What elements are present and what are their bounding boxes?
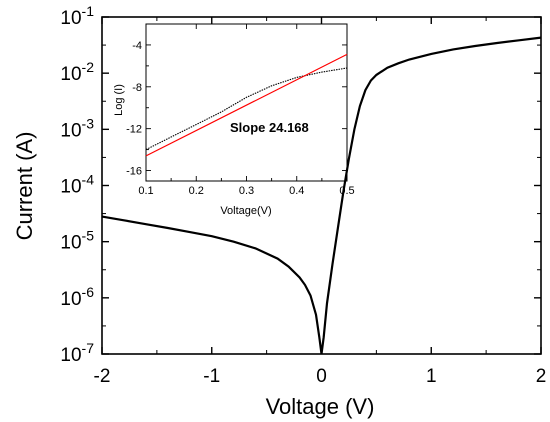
inset-y-tick-label: -8 <box>132 82 142 94</box>
inset-slope-annotation: Slope 24.168 <box>230 120 309 135</box>
main-y-ticks: 10-7 10-6 10-5 10-4 10-3 10-2 10-1 <box>60 3 541 366</box>
main-y-axis-label: Current (A) <box>12 132 37 241</box>
inset-x-axis-label: Voltage(V) <box>220 205 271 217</box>
main-x-ticks: -2 -1 0 1 2 <box>94 17 547 387</box>
inset-fit-line <box>145 53 348 157</box>
main-x-tick-label: -1 <box>203 366 220 387</box>
main-x-tick-label: -2 <box>94 366 111 387</box>
main-y-tick-label: 10-3 <box>60 115 94 141</box>
main-y-tick-label: 10-6 <box>60 284 94 310</box>
inset-x-tick-label: 0.2 <box>189 185 204 197</box>
inset-measured-curve <box>145 67 348 151</box>
inset-y-tick-label: -4 <box>132 40 142 52</box>
inset-x-tick-label: 0.3 <box>239 185 254 197</box>
main-y-tick-label: 10-1 <box>60 3 94 29</box>
main-y-tick-label: 10-7 <box>60 340 94 366</box>
main-x-tick-label: 1 <box>426 366 437 387</box>
inset-x-tick-label: 0.5 <box>339 185 354 197</box>
inset-y-ticks: -4 -8 -12 -16 <box>126 40 347 178</box>
main-y-tick-label: 10-5 <box>60 228 94 254</box>
inset-y-tick-label: -12 <box>126 124 142 136</box>
inset-x-ticks: 0.1 0.2 0.3 0.4 0.5 <box>138 24 355 197</box>
inset-plot-frame <box>145 23 348 182</box>
inset-y-axis-label: Log (I) <box>113 84 125 116</box>
main-x-tick-label: 2 <box>536 366 547 387</box>
inset-x-tick-label: 0.4 <box>289 185 304 197</box>
main-x-tick-label: 0 <box>316 366 327 387</box>
inset-chart: 0.1 0.2 0.3 0.4 0.5 -4-8-12-16 Slope 24.168 … <box>113 23 355 217</box>
main-iv-curve <box>101 36 542 355</box>
inset-x-tick-label: 0.1 <box>138 185 153 197</box>
inset-y-tick-label: -16 <box>126 166 142 178</box>
main-y-tick-label: 10-4 <box>60 172 94 198</box>
main-x-axis-label: Voltage (V) <box>266 394 375 419</box>
main-y-tick-label: 10-2 <box>60 59 94 85</box>
